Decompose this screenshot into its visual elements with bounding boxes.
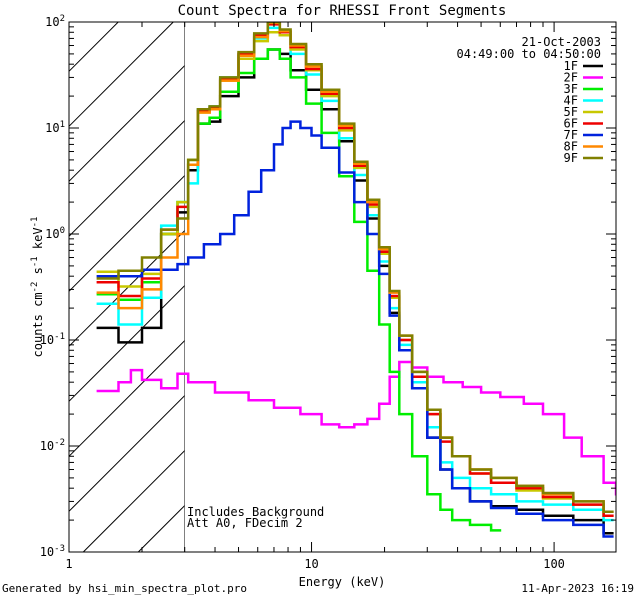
time-range-label: 04:49:00 to 04:50:00 [457,47,602,61]
y-tick-label: 100 [45,226,65,241]
series-5f-line [96,31,614,517]
x-tick-label: 1 [65,557,72,571]
hatch-line [69,22,119,72]
hatch-line [69,340,185,457]
legend-label-8f: 8F [564,140,578,154]
y-tick-label: 10-3 [40,544,65,559]
series-4f-line [96,26,614,522]
y-tick-label: 10-2 [40,438,65,453]
x-tick-label: 10 [304,557,318,571]
hatch-line [69,395,185,512]
hatched-background-region [69,0,185,552]
x-axis-label: Energy (keV) [299,575,386,589]
footer-timestamp: 11-Apr-2023 16:19 [521,582,634,595]
legend-label-3f: 3F [564,82,578,96]
footer-generated-by: Generated by hsi_min_spectra_plot.pro [2,582,248,595]
annotation-attenuator: Att A0, FDecim 2 [187,516,303,530]
legend-label-7f: 7F [564,128,578,142]
legend-label-4f: 4F [564,94,578,108]
hatch-line [82,450,185,552]
series-8f-line [96,22,614,513]
hatch-line [137,505,185,552]
legend-label-6f: 6F [564,117,578,131]
legend-label-2f: 2F [564,71,578,85]
plot-frame [68,21,617,553]
hatch-line [69,230,185,347]
series-9f-line [96,22,614,513]
series-2f-line [96,360,616,496]
x-tick-label: 100 [543,557,565,571]
y-axis-label: counts cm-2 s-1 keV-1 [30,217,45,358]
y-tick-label: 101 [45,120,65,135]
hatch-line [69,175,185,292]
legend-label-1f: 1F [564,59,578,73]
date-label: 21-Oct-2003 [522,35,601,49]
annotation-background: Includes Background [187,505,324,519]
series-7f-line [96,120,614,538]
hatch-line [69,120,185,237]
hatch-line [69,65,185,182]
hatch-line [69,0,185,16]
y-tick-label: 10-1 [40,332,65,347]
chart-title: Count Spectra for RHESSI Front Segments [178,3,507,19]
y-tick-label: 102 [45,14,65,29]
legend-label-9f: 9F [564,151,578,165]
hatch-line [69,22,174,127]
legend-label-5f: 5F [564,105,578,119]
